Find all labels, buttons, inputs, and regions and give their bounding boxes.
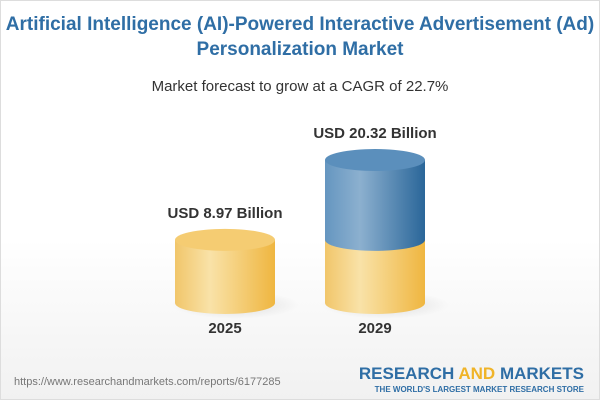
chart-title: Artificial Intelligence (AI)-Powered Int…: [0, 12, 600, 62]
cylinder-2025: [175, 239, 275, 314]
cylinder-2029-growth: [325, 160, 425, 251]
title-line-1: Artificial Intelligence (AI)-Powered Int…: [5, 14, 595, 35]
cylinder-top-2029: [325, 149, 425, 171]
category-label-2025: 2025: [208, 320, 241, 337]
value-label-2025: USD 8.97 Billion: [167, 205, 282, 222]
category-label-2029: 2029: [358, 320, 391, 337]
title-line-2: Personalization Market: [196, 39, 404, 60]
value-label-2029: USD 20.32 Billion: [313, 125, 436, 142]
source-url[interactable]: https://www.researchandmarkets.com/repor…: [14, 376, 281, 388]
cylinder-2029-base: [325, 239, 425, 314]
cylinder-top-2025: [175, 228, 275, 251]
chart-subtitle: Market forecast to grow at a CAGR of 22.…: [151, 78, 449, 95]
research-and-markets-logo: RESEARCH AND MARKETS THE WORLD'S LARGEST…: [358, 364, 584, 394]
